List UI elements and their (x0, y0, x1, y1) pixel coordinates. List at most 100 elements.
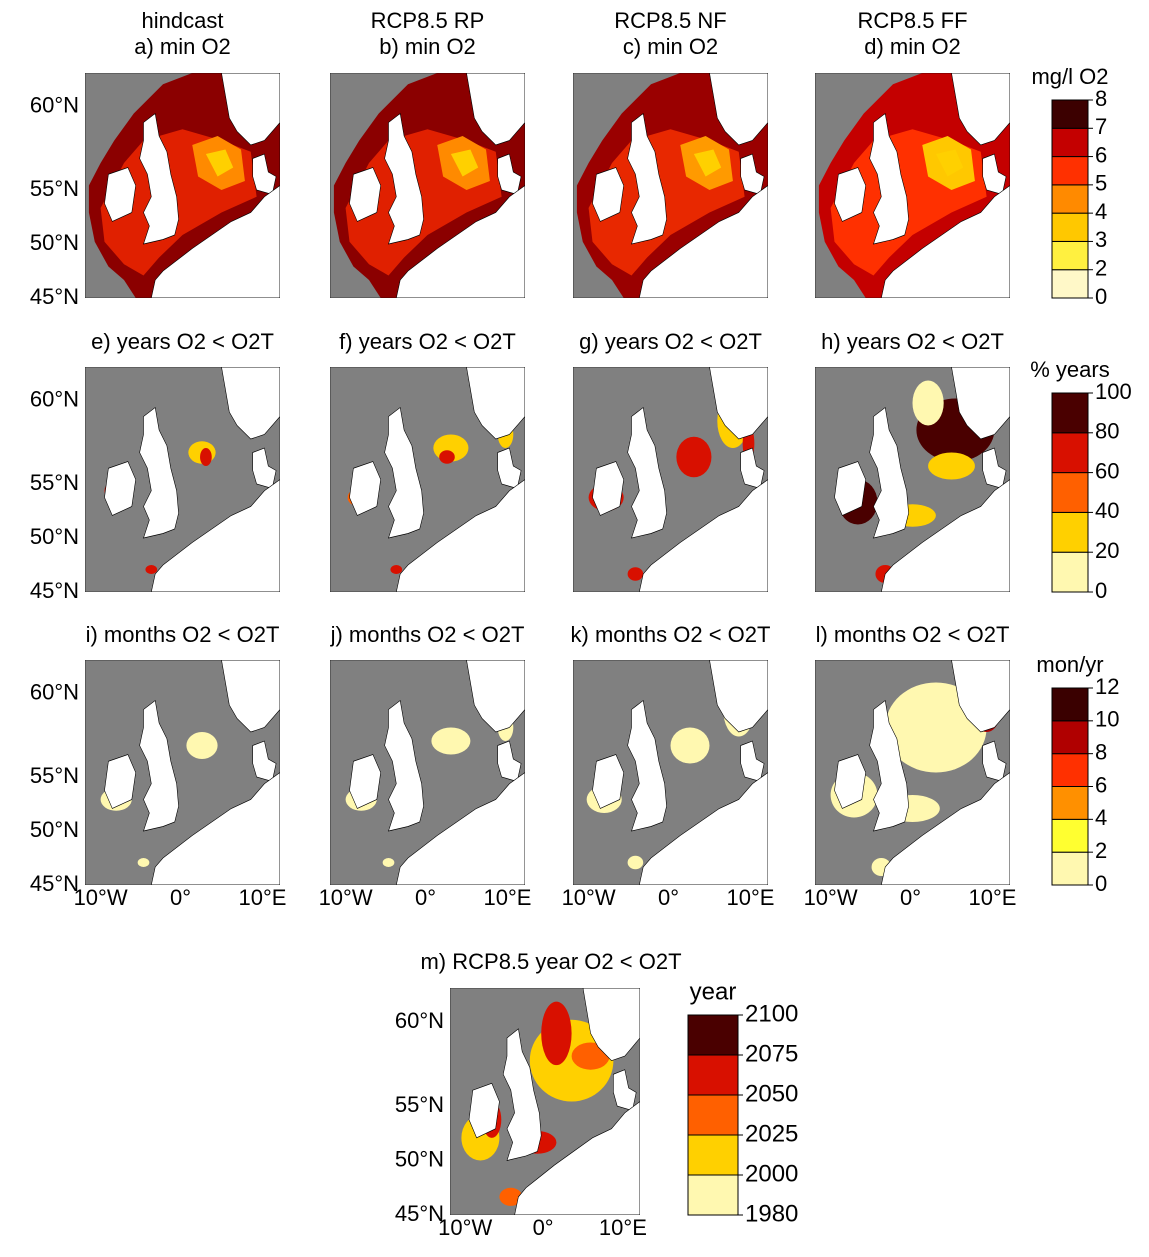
map (450, 988, 640, 1215)
region (541, 1001, 572, 1066)
land (104, 167, 137, 222)
land (466, 660, 525, 733)
colorbar-label: 7 (1095, 114, 1107, 139)
map (85, 660, 280, 885)
land (395, 479, 525, 592)
lat-label: 55°N (30, 470, 79, 495)
colorbar-unit: % years (1030, 357, 1109, 382)
region (431, 727, 471, 755)
colorbar-swatch (1051, 240, 1089, 271)
colorbar-swatch (1051, 511, 1089, 553)
lat-label: 55°N (30, 763, 79, 788)
colorbar-label: 4 (1095, 805, 1107, 830)
land (709, 73, 768, 146)
land (627, 406, 667, 539)
region (186, 732, 218, 759)
lat-label: 50°N (30, 817, 79, 842)
land (252, 447, 277, 489)
colorbar-label: 40 (1095, 498, 1119, 523)
region (390, 565, 403, 574)
lat-label: 60°N (30, 93, 79, 118)
colorbar-label: 2 (1095, 256, 1107, 281)
panel-title: RCP8.5 RP (371, 8, 485, 33)
map (573, 73, 768, 298)
region (439, 450, 455, 464)
land (638, 185, 768, 298)
lon-label: 10°E (726, 885, 774, 910)
land (834, 461, 867, 516)
land (982, 740, 1007, 782)
panel-title: c) min O2 (623, 34, 718, 59)
colorbar-label: 60 (1095, 458, 1119, 483)
colorbar-label: 0 (1095, 284, 1107, 309)
land (592, 167, 625, 222)
lon-label: 10°E (599, 1215, 647, 1240)
lat-label: 60°N (30, 680, 79, 705)
land (497, 447, 522, 489)
colorbar-label: 2 (1095, 838, 1107, 863)
lon-label: 10°E (968, 885, 1016, 910)
colorbar-label: 3 (1095, 227, 1107, 252)
land (709, 660, 768, 733)
panel-title: RCP8.5 NF (614, 8, 726, 33)
map (85, 367, 280, 592)
colorbar-unit: mg/l O2 (1031, 64, 1108, 89)
land (638, 479, 768, 592)
map (573, 367, 768, 592)
land (221, 660, 280, 733)
lat-label: 45°N (30, 284, 79, 309)
land (951, 73, 1010, 146)
region (382, 858, 395, 867)
land (384, 699, 424, 832)
colorbar-swatch (1051, 156, 1089, 186)
colorbar-swatch (1051, 269, 1089, 299)
region (912, 380, 944, 426)
lat-label: 55°N (395, 1092, 444, 1117)
region (499, 1187, 523, 1206)
land (740, 740, 765, 782)
colorbar-swatch (687, 1054, 739, 1096)
land (395, 185, 525, 298)
lat-label: 45°N (395, 1201, 444, 1226)
land (150, 185, 280, 298)
panel-title: m) RCP8.5 year O2 < O2T (420, 949, 681, 974)
land (951, 367, 1010, 440)
colorbar-swatch (687, 1014, 739, 1056)
map (85, 73, 280, 298)
land (709, 367, 768, 440)
land (139, 112, 179, 245)
lat-label: 45°N (30, 871, 79, 896)
lat-label: 50°N (395, 1146, 444, 1171)
lon-label: 10°E (238, 885, 286, 910)
region (676, 436, 712, 478)
land (869, 699, 909, 832)
land (834, 167, 867, 222)
land (638, 772, 768, 885)
map (330, 73, 525, 298)
panel-title: l) months O2 < O2T (816, 622, 1010, 647)
land (880, 772, 1010, 885)
land (497, 153, 522, 195)
land (582, 988, 640, 1062)
land (869, 406, 909, 539)
land (468, 1082, 500, 1139)
lon-label: 10°W (804, 885, 858, 910)
lon-label: 0° (170, 885, 191, 910)
colorbar-label: 6 (1095, 142, 1107, 167)
lon-label: 10°W (562, 885, 616, 910)
land (221, 73, 280, 146)
lat-label: 60°N (30, 387, 79, 412)
land (592, 461, 625, 516)
land (252, 153, 277, 195)
colorbar-swatch (1051, 818, 1089, 853)
colorbar-label: 8 (1095, 739, 1107, 764)
land (982, 153, 1007, 195)
colorbar-swatch (1051, 184, 1089, 214)
colorbar-label: 8 (1095, 86, 1107, 111)
map (815, 367, 1010, 592)
colorbar-swatch (1051, 212, 1089, 242)
colorbar-swatch (1051, 392, 1089, 434)
panel-title: a) min O2 (134, 34, 231, 59)
map (573, 660, 768, 885)
